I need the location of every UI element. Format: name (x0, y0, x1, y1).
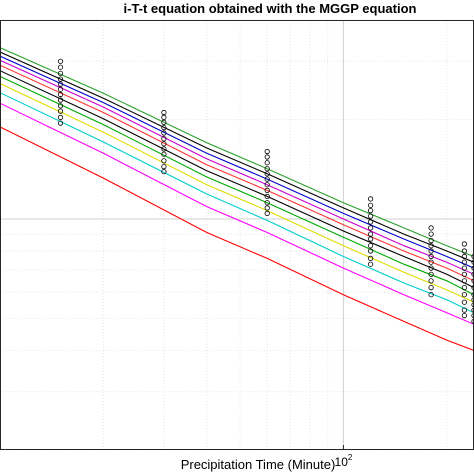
series-layer (0, 47, 474, 352)
observed-point (57, 58, 64, 64)
observed-point (161, 114, 167, 121)
observed-point (367, 208, 374, 214)
series-line-10 (0, 102, 474, 325)
observed-point (461, 278, 467, 284)
observed-point (367, 243, 374, 249)
observed-point (161, 109, 167, 116)
observed-point (367, 255, 374, 261)
observed-point (264, 154, 270, 160)
chart-title: i-T-t equation obtained with the MGGP eq… (124, 1, 417, 16)
x-tick-base: 10 (335, 455, 349, 469)
series-line-4 (0, 59, 474, 275)
observed-point (264, 187, 270, 193)
observed-point (57, 97, 64, 103)
observed-point (428, 243, 434, 249)
series-line-6 (0, 70, 474, 289)
observed-point (264, 205, 270, 211)
observed-point (264, 148, 270, 155)
x-tick-label: 102 (335, 453, 353, 469)
observed-point (57, 91, 64, 98)
observed-point (461, 292, 467, 298)
observed-point (264, 200, 270, 206)
observed-point (428, 248, 434, 254)
observed-point (264, 193, 270, 199)
observed-point (367, 248, 374, 254)
series-line-1 (0, 47, 474, 258)
observed-point (57, 120, 64, 126)
observed-point (367, 261, 374, 267)
observed-point (367, 202, 374, 208)
observed-point (428, 225, 434, 231)
series-line-5 (0, 64, 474, 282)
observed-point (161, 141, 167, 147)
observed-point (161, 169, 167, 175)
observed-point (428, 271, 434, 277)
observed-point (428, 292, 434, 298)
x-tick-labels: 102 (335, 445, 353, 469)
series-line-8 (0, 83, 474, 303)
observed-point (57, 76, 64, 82)
observed-point (428, 265, 434, 271)
observed-point (57, 64, 64, 70)
observed-point (461, 312, 467, 319)
series-line-11 (0, 126, 474, 352)
observed-point (428, 278, 434, 284)
observed-point (161, 158, 167, 164)
observed-point (161, 164, 167, 170)
observed-point (161, 136, 167, 142)
observed-point (461, 241, 467, 247)
observed-point (57, 103, 64, 109)
observed-point (428, 253, 434, 260)
observed-point (57, 114, 64, 121)
series-line-9 (0, 92, 474, 314)
observed-point (264, 171, 270, 177)
observed-point (161, 119, 167, 126)
x-tick-exponent: 2 (348, 453, 353, 462)
observed-point (428, 259, 434, 265)
observed-point (161, 151, 167, 157)
observed-point (461, 271, 467, 277)
series-line-2 (0, 51, 474, 263)
observed-point (461, 307, 467, 313)
observed-point (161, 146, 167, 152)
observed-point (57, 108, 64, 114)
observed-point (57, 86, 64, 92)
observed-point (367, 236, 374, 242)
observed-point (264, 210, 270, 216)
observed-point (428, 238, 434, 244)
observed-point (367, 213, 374, 219)
series-line-3 (0, 55, 474, 269)
observed-point (461, 299, 467, 305)
observed-point (367, 231, 374, 237)
observed-point (264, 160, 270, 166)
observed-point (367, 225, 374, 231)
observed-point (161, 130, 167, 136)
observed-point (461, 259, 467, 265)
observed-point (264, 182, 270, 188)
observed-point (264, 166, 270, 172)
observed-point (461, 248, 467, 254)
observed-point (57, 70, 64, 76)
x-axis-label: Precipitation Time (Minute) (181, 457, 336, 472)
observed-point (428, 231, 434, 237)
observed-point (367, 219, 374, 225)
observed-point (461, 284, 467, 291)
series-line-7 (0, 75, 474, 296)
observed-point (367, 196, 374, 202)
observed-point (461, 253, 467, 260)
observed-point (461, 265, 467, 271)
observed-point (161, 125, 167, 131)
observed-point (428, 284, 434, 291)
observed-point (264, 176, 270, 182)
observed-point (57, 81, 64, 87)
